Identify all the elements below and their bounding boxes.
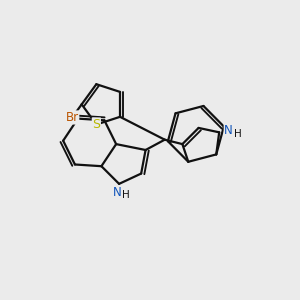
Text: H: H: [122, 190, 129, 200]
Text: N: N: [224, 124, 233, 137]
Text: N: N: [113, 186, 122, 199]
Text: H: H: [234, 129, 241, 139]
Text: S: S: [92, 118, 100, 131]
Text: Br: Br: [66, 111, 79, 124]
